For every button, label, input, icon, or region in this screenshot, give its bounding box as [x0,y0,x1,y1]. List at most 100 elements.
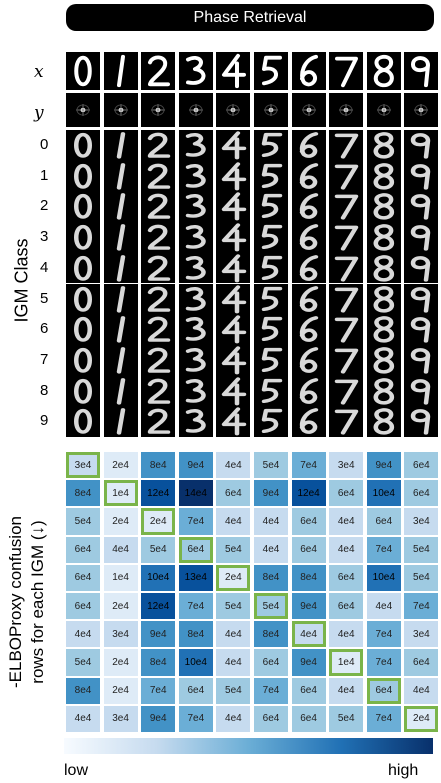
heatmap-cell-9-3: 7e4 [178,705,213,732]
igm-reconstruction-4-4 [216,252,251,284]
igm-row-label-1: 1 [40,166,49,184]
x-image-6 [291,52,326,90]
igm-reconstruction-3-6 [291,222,326,253]
heatmap-cell-6-3: 8e4 [178,621,213,648]
heatmap-cell-6-4: 4e4 [216,621,251,648]
igm-reconstruction-6-3 [178,314,213,345]
igm-reconstruction-7-5 [254,344,288,376]
heatmap-cell-2-3: 7e4 [178,508,213,535]
igm-reconstruction-4-7 [329,252,364,284]
heatmap-cell-2-2: 2e4 [141,508,176,535]
heatmap-cell-8-6: 6e4 [291,677,326,704]
igm-reconstruction-8-4 [216,375,251,407]
heatmap-cell-8-8: 6e4 [366,677,401,704]
igm-reconstruction-0-3 [178,130,213,161]
heatmap-cell-4-9: 5e4 [404,564,439,591]
igm-reconstruction-5-9 [404,283,439,315]
heatmap-cell-3-4: 5e4 [216,536,251,563]
igm-reconstruction-3-8 [366,222,401,253]
igm-reconstruction-1-3 [178,160,213,192]
heatmap-cell-0-0: 3e4 [66,452,100,479]
igm-reconstruction-3-4 [216,222,251,253]
heatmap-cell-7-4: 4e4 [216,649,251,676]
igm-row-label-2: 2 [40,197,49,215]
igm-reconstruction-0-8 [366,130,401,161]
igm-reconstruction-8-1 [103,375,138,407]
heatmap-cell-1-3: 14e4 [178,480,213,507]
y-measurement-2 [141,93,176,127]
igm-reconstruction-7-7 [329,344,364,376]
igm-reconstruction-4-1 [103,252,138,284]
confusion-label: -ELBOProxy confusion rows for each IGM (… [5,497,49,707]
heatmap-cell-0-2: 8e4 [141,452,176,479]
heatmap-cell-6-9: 3e4 [404,621,439,648]
igm-reconstruction-2-6 [291,191,326,223]
heatmap-cell-7-9: 6e4 [404,649,439,676]
row-label-x: x [34,62,44,82]
x-image-9 [404,52,439,90]
igm-reconstruction-7-2 [141,344,176,376]
igm-reconstruction-9-5 [254,406,288,437]
igm-reconstruction-9-4 [216,406,251,437]
igm-reconstruction-6-7 [329,314,364,345]
heatmap-cell-4-0: 6e4 [66,564,100,591]
igm-reconstruction-2-5 [254,191,288,223]
heatmap-cell-4-8: 10e4 [366,564,401,591]
heatmap-cell-3-2: 5e4 [141,536,176,563]
heatmap-cell-7-8: 7e4 [366,649,401,676]
heatmap-cell-2-9: 3e4 [404,508,439,535]
igm-reconstruction-8-7 [329,375,364,407]
igm-reconstruction-2-9 [404,191,439,223]
igm-reconstruction-2-1 [103,191,138,223]
heatmap-cell-5-7: 6e4 [329,593,364,620]
igm-reconstruction-9-2 [141,406,176,437]
heatmap-cell-4-5: 8e4 [254,564,288,591]
heatmap-cell-2-5: 4e4 [254,508,288,535]
igm-reconstruction-2-8 [366,191,401,223]
heatmap-cell-8-7: 4e4 [329,677,364,704]
colorbar-low-label: low [64,762,89,779]
x-image-0 [66,52,100,90]
igm-reconstruction-7-6 [291,344,326,376]
igm-reconstruction-7-8 [366,344,401,376]
heatmap-cell-9-6: 6e4 [291,705,326,732]
igm-row-label-8: 8 [40,381,49,399]
igm-reconstruction-7-0 [66,344,100,376]
heatmap-cell-3-9: 5e4 [404,536,439,563]
y-measurement-7 [329,93,364,127]
heatmap-cell-9-4: 4e4 [216,705,251,732]
heatmap-cell-2-7: 4e4 [329,508,364,535]
igm-reconstruction-3-0 [66,222,100,253]
heatmap-cell-5-2: 12e4 [141,593,176,620]
heatmap-cell-9-2: 9e4 [141,705,176,732]
y-measurement-1 [103,93,138,127]
igm-reconstruction-9-0 [66,406,100,437]
heatmap-cell-1-8: 10e4 [366,480,401,507]
igm-reconstruction-4-6 [291,252,326,284]
igm-reconstruction-5-8 [366,283,401,315]
igm-reconstruction-6-0 [66,314,100,345]
title-text: Phase Retrieval [193,8,307,26]
heatmap-cell-5-8: 4e4 [366,593,401,620]
heatmap-cell-1-7: 6e4 [329,480,364,507]
heatmap-cell-3-6: 6e4 [291,536,326,563]
heatmap-cell-5-1: 2e4 [103,593,138,620]
igm-reconstruction-6-6 [291,314,326,345]
y-measurement-9 [404,93,439,127]
heatmap-cell-7-3: 10e4 [178,649,213,676]
igm-row-label-3: 3 [40,228,49,246]
heatmap-cell-7-5: 6e4 [254,649,288,676]
colorbar [64,738,433,754]
igm-reconstruction-4-8 [366,252,401,284]
heatmap-cell-1-0: 8e4 [66,480,100,507]
igm-reconstruction-5-1 [103,283,138,315]
heatmap-cell-9-9: 2e4 [404,705,439,732]
heatmap-cell-0-5: 5e4 [254,452,288,479]
igm-row-label-5: 5 [40,289,49,307]
heatmap-cell-3-7: 4e4 [329,536,364,563]
heatmap-cell-3-8: 7e4 [366,536,401,563]
igm-reconstruction-4-9 [404,252,439,284]
igm-reconstruction-1-6 [291,160,326,192]
igm-reconstruction-4-5 [254,252,288,284]
igm-reconstruction-4-0 [66,252,100,284]
